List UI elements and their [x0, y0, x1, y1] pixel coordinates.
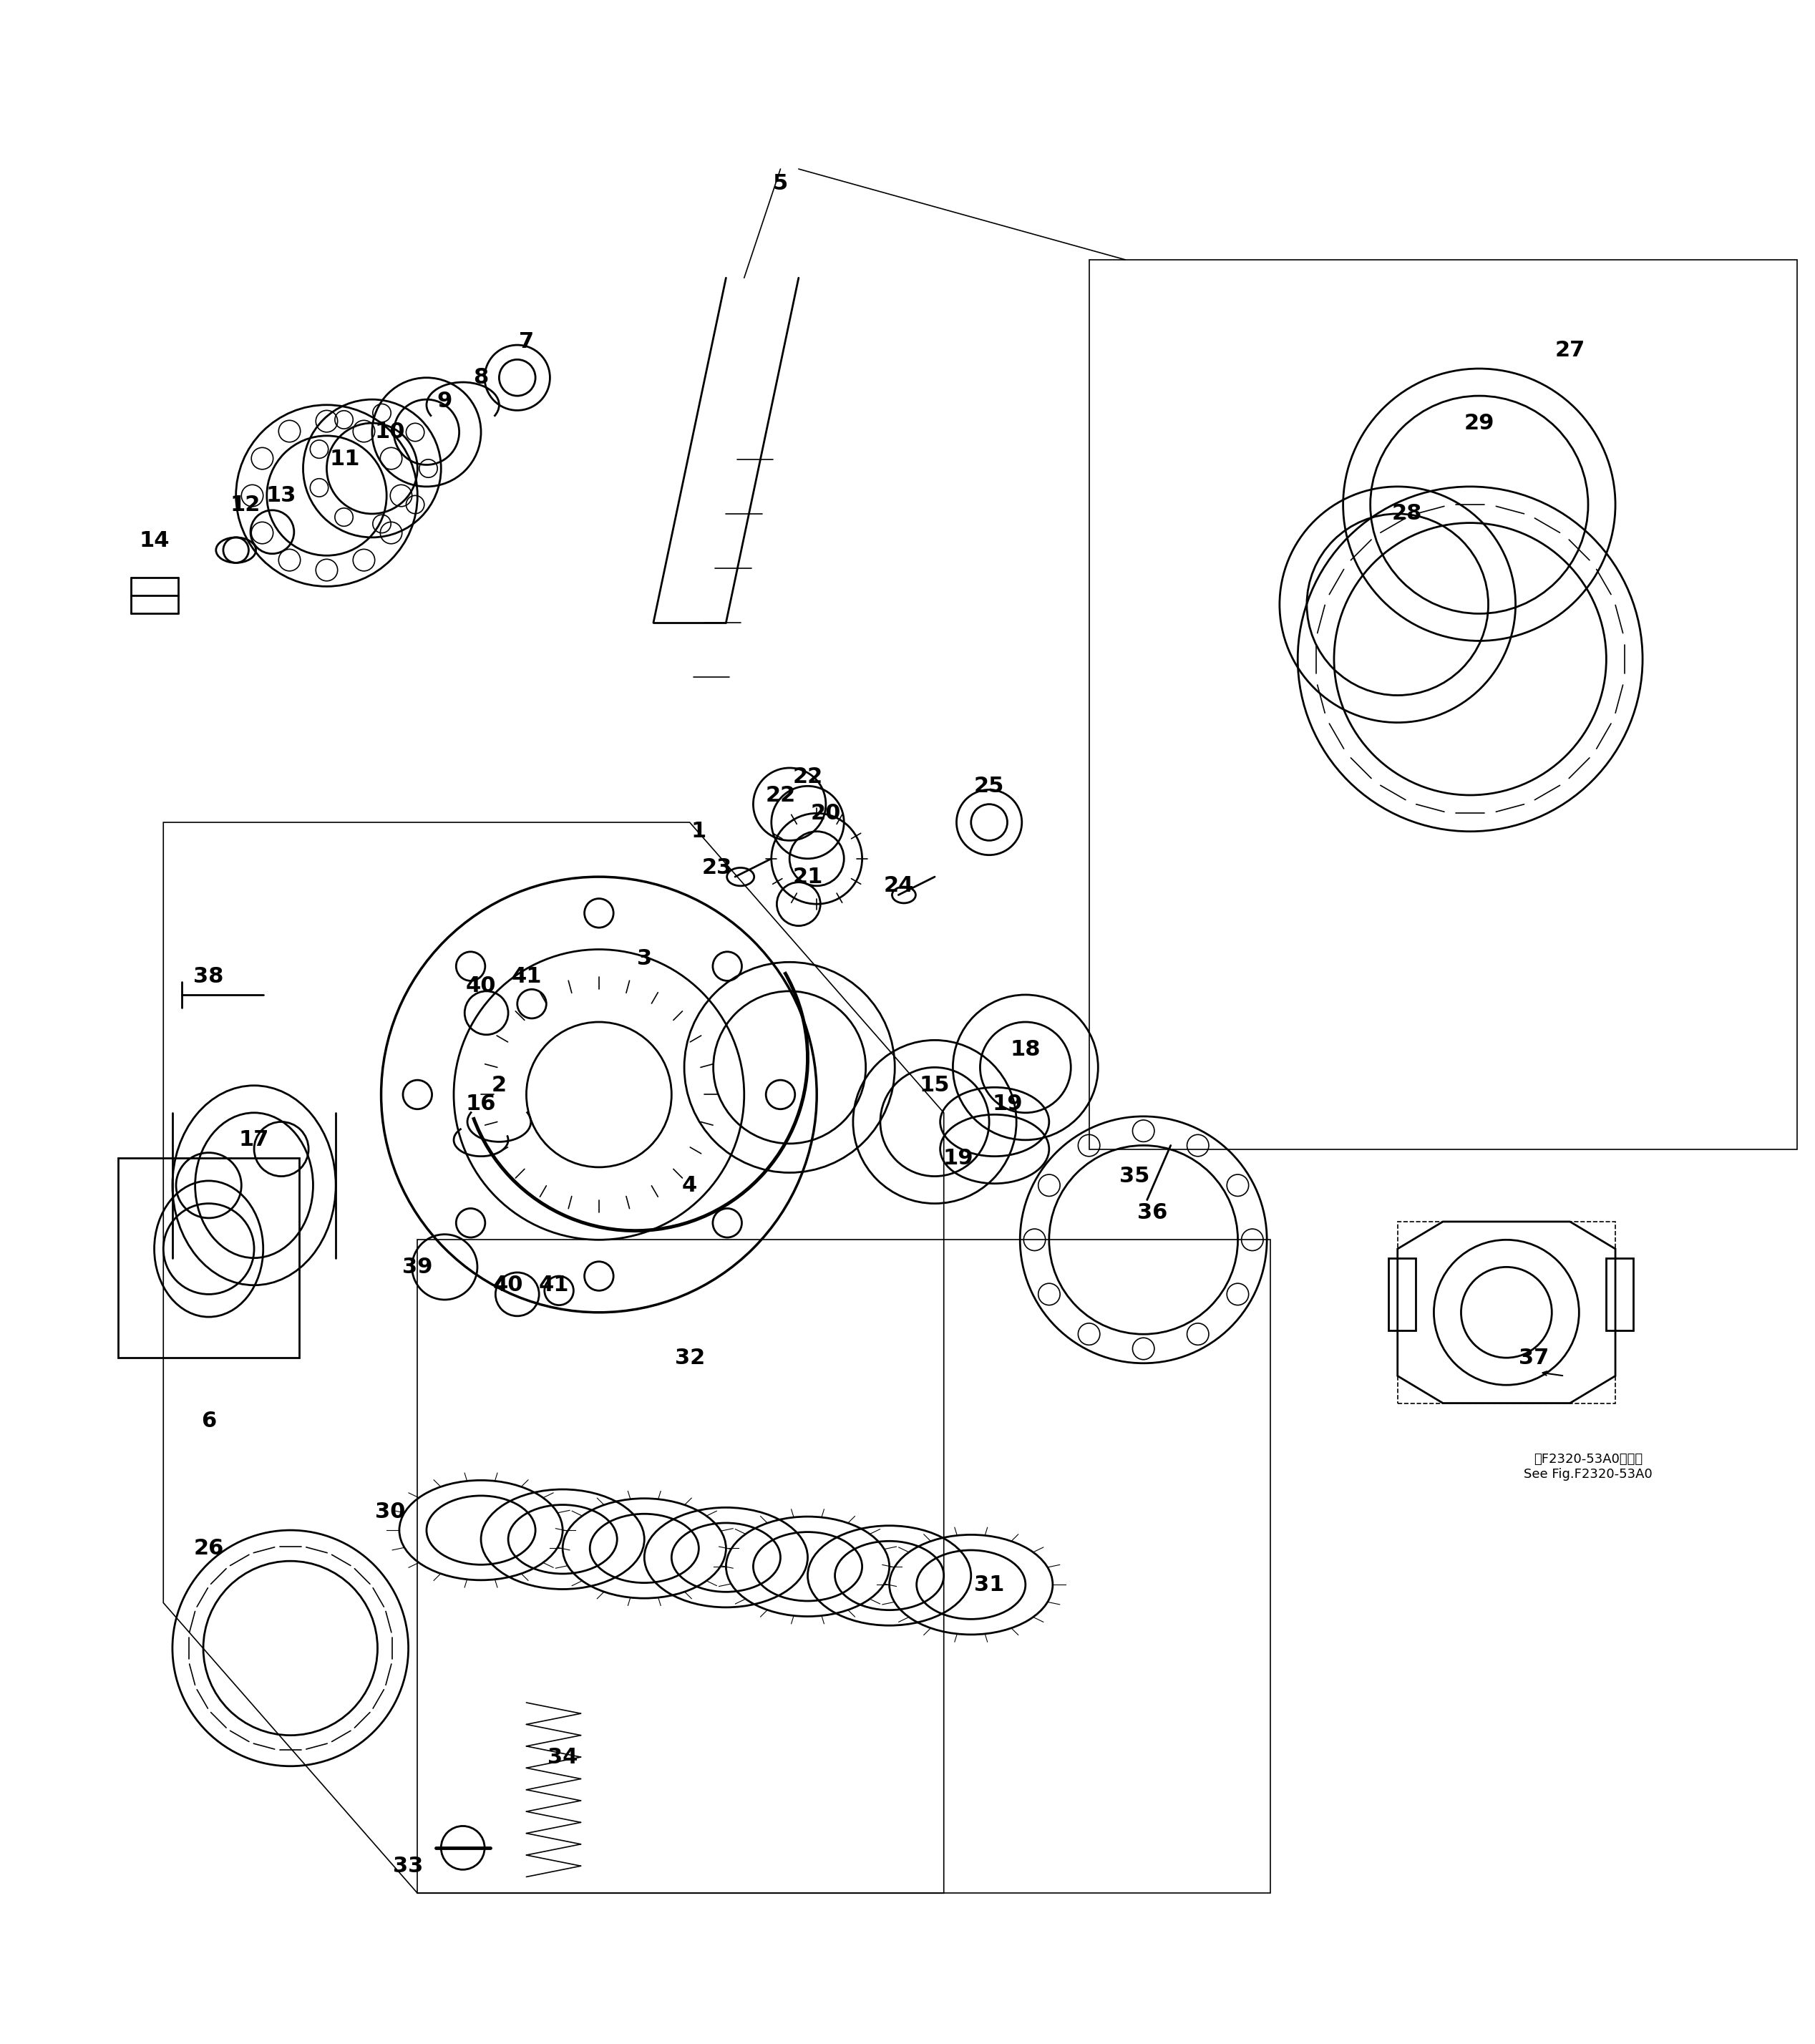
Bar — [1388, 1257, 1416, 1331]
Text: 5: 5 — [773, 174, 788, 194]
Text: 8: 8 — [474, 368, 488, 388]
Text: 15: 15 — [920, 1075, 949, 1096]
Text: 32: 32 — [675, 1347, 704, 1367]
Text: 35: 35 — [1120, 1165, 1149, 1188]
Text: 16: 16 — [466, 1094, 495, 1114]
Text: 23: 23 — [702, 856, 731, 879]
Text: 17: 17 — [240, 1130, 269, 1151]
Text: 6: 6 — [201, 1410, 216, 1431]
Text: 40: 40 — [466, 975, 495, 995]
Text: 11: 11 — [330, 450, 359, 470]
Text: 7: 7 — [519, 331, 534, 352]
Text: 33: 33 — [394, 1856, 423, 1876]
Text: 14: 14 — [140, 531, 169, 552]
Bar — [118, 1159, 299, 1357]
Text: 38: 38 — [194, 967, 223, 987]
Text: 22: 22 — [793, 766, 822, 787]
Text: 12: 12 — [231, 495, 260, 515]
Text: 34: 34 — [548, 1748, 577, 1768]
Text: 19: 19 — [944, 1149, 973, 1169]
Text: 第F2320-53A0図参照
See Fig.F2320-53A0: 第F2320-53A0図参照 See Fig.F2320-53A0 — [1525, 1453, 1652, 1480]
Text: 19: 19 — [993, 1094, 1022, 1114]
Text: 2: 2 — [492, 1075, 506, 1096]
Text: 22: 22 — [766, 785, 795, 805]
Text: 1: 1 — [692, 822, 706, 842]
Text: 25: 25 — [975, 775, 1004, 797]
Text: 18: 18 — [1011, 1038, 1040, 1059]
Text: 9: 9 — [437, 390, 452, 411]
Text: 26: 26 — [194, 1537, 223, 1560]
Text: 29: 29 — [1465, 413, 1494, 433]
Text: 10: 10 — [376, 421, 405, 442]
Text: 28: 28 — [1392, 503, 1421, 523]
Text: 20: 20 — [811, 803, 840, 824]
Text: 4: 4 — [682, 1175, 697, 1196]
Text: 24: 24 — [884, 875, 913, 895]
Text: 27: 27 — [1555, 339, 1584, 362]
Text: 37: 37 — [1519, 1347, 1548, 1367]
Text: 41: 41 — [512, 967, 541, 987]
Text: 21: 21 — [793, 867, 822, 887]
Text: 31: 31 — [975, 1574, 1004, 1594]
Text: 40: 40 — [494, 1275, 523, 1296]
Text: 39: 39 — [403, 1257, 432, 1278]
Text: 3: 3 — [637, 948, 652, 969]
Text: 13: 13 — [267, 484, 296, 507]
Text: 36: 36 — [1138, 1202, 1167, 1222]
Text: 41: 41 — [539, 1275, 568, 1296]
Bar — [1398, 1222, 1615, 1402]
Bar — [1606, 1257, 1634, 1331]
Text: 30: 30 — [376, 1502, 405, 1523]
